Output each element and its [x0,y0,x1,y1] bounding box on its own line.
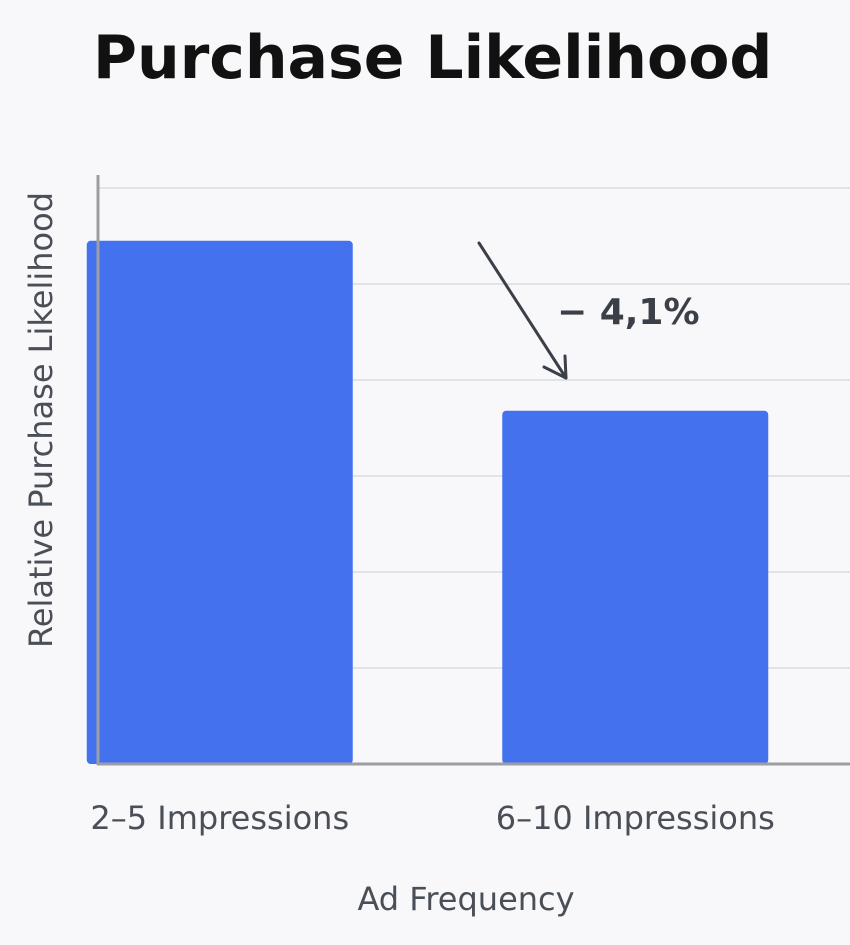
y-axis-label: Relative Purchase Likelihood [22,192,60,648]
annotation-arrow-line [477,241,568,380]
bar-1 [86,240,353,765]
bars [86,240,769,765]
change-annotation: − 4,1% [477,241,700,380]
x-tick-label: 6–10 Impressions [496,799,775,837]
annotation-arrow-head [542,354,568,380]
chart-title: Purchase Likelihood [93,23,772,93]
annotation-label: − 4,1% [557,292,700,333]
x-tick-labels: 2–5 Impressions 6–10 Impressions [90,799,774,837]
bar-2 [502,410,769,764]
x-axis-label: Ad Frequency [357,880,574,918]
x-tick-label: 2–5 Impressions [90,799,349,837]
